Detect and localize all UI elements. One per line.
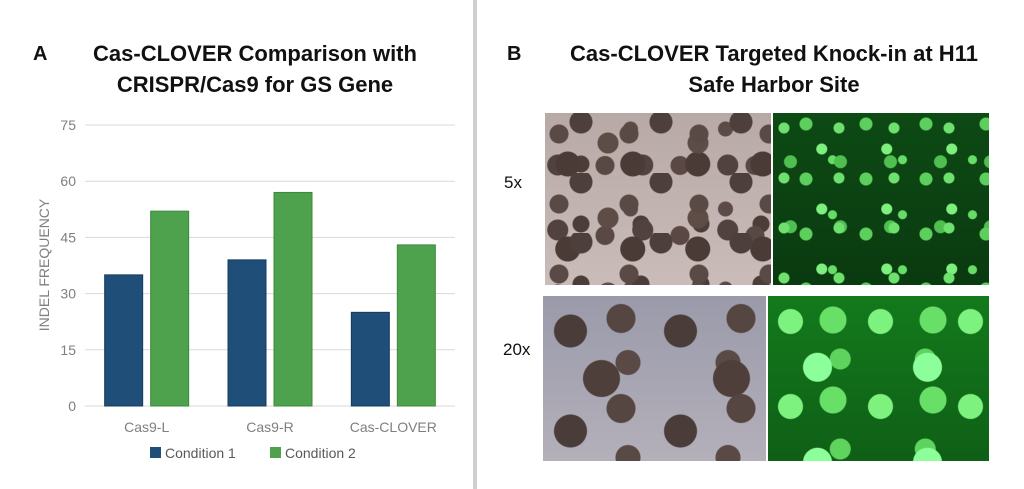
magnification-label-20x: 20x (503, 340, 531, 359)
bar (350, 311, 390, 407)
legend-swatch (150, 447, 161, 458)
bar (227, 259, 267, 407)
y-tick-label: 30 (60, 286, 76, 302)
bar (150, 210, 190, 407)
y-tick-label: 0 (68, 398, 76, 414)
legend: Condition 1 Condition 2 (150, 445, 356, 461)
y-axis-label: INDEL FREQUENCY (36, 198, 52, 331)
grid-layer (85, 124, 455, 407)
y-tick-label: 75 (60, 117, 76, 133)
panel-b-title: Cas-CLOVER Targeted Knock-in at H11 Safe… (548, 38, 1000, 100)
bar (273, 191, 313, 407)
bar (396, 244, 436, 407)
y-tick-label: 15 (60, 342, 76, 358)
panel-a-title-line2: CRISPR/Cas9 for GS Gene (116, 72, 394, 97)
legend-swatch (270, 447, 281, 458)
brightfield-image-20x (543, 296, 766, 461)
legend-label: Condition 2 (285, 445, 356, 461)
panel-a-title-line1: Cas-CLOVER Comparison with (93, 41, 417, 66)
y-tick-layer: 0 15 30 45 60 75 (60, 117, 76, 414)
bar (104, 274, 144, 407)
x-tick-label: Cas-CLOVER (350, 419, 437, 435)
y-tick-label: 45 (60, 229, 76, 245)
panel-b-title-line2: Safe Harbor Site (688, 72, 860, 97)
x-tick-layer: Cas9-L Cas9-R Cas-CLOVER (124, 419, 437, 435)
brightfield-image-5x (545, 113, 771, 285)
x-tick-label: Cas9-R (246, 419, 293, 435)
panel-a-title: Cas-CLOVER Comparison with CRISPR/Cas9 f… (85, 38, 425, 100)
fluorescence-image-5x (773, 113, 989, 285)
y-tick-label: 60 (60, 173, 76, 189)
x-tick-label: Cas9-L (124, 419, 169, 435)
fluorescence-image-20x (768, 296, 989, 461)
bar-layer (104, 191, 436, 407)
panel-a-letter: A (33, 43, 48, 65)
panel-divider (473, 0, 477, 489)
magnification-label-5x: 5x (504, 173, 522, 192)
legend-label: Condition 1 (165, 445, 236, 461)
panel-b-letter: B (507, 43, 522, 65)
panel-b-title-line1: Cas-CLOVER Targeted Knock-in at H11 (570, 41, 978, 66)
indel-frequency-chart: 0 15 30 45 60 75 Cas9-L Cas9-R Cas-CLOVER INDEL… (36, 117, 455, 461)
